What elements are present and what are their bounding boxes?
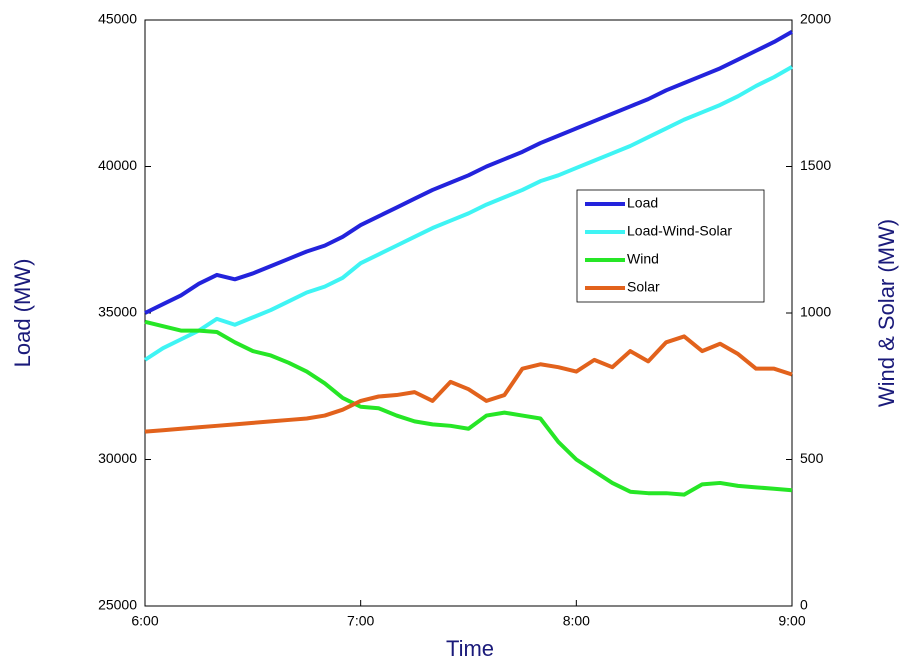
legend-label: Solar [627,279,660,295]
series-line [144,334,793,434]
x-tick-label: 9:00 [778,613,805,629]
y-tick-label: 25000 [98,597,137,613]
y-tick-label: 40000 [98,157,137,173]
y-tick-label: 30000 [98,450,137,466]
y2-tick-label: 1500 [800,157,831,173]
legend-label: Wind [627,251,659,267]
legend-label: Load-Wind-Solar [627,223,732,239]
y-axis-title: Load (MW) [10,259,35,368]
y2-tick-label: 0 [800,597,808,613]
series-line [144,319,793,497]
legend-box [576,189,765,303]
y2-tick-label: 2000 [800,11,831,27]
x-tick-label: 7:00 [347,613,374,629]
y-tick-label: 35000 [98,304,137,320]
x-axis-title: Time [446,636,494,661]
y2-axis-title: Wind & Solar (MW) [874,219,899,407]
y-tick-label: 45000 [98,11,137,27]
x-tick-label: 6:00 [131,613,158,629]
legend-label: Load [627,195,658,211]
x-tick-label: 8:00 [563,613,590,629]
plot-frame [144,19,793,607]
y2-tick-label: 500 [800,450,824,466]
series-line [144,29,793,315]
series-line [143,65,793,362]
y2-tick-label: 1000 [800,304,831,320]
